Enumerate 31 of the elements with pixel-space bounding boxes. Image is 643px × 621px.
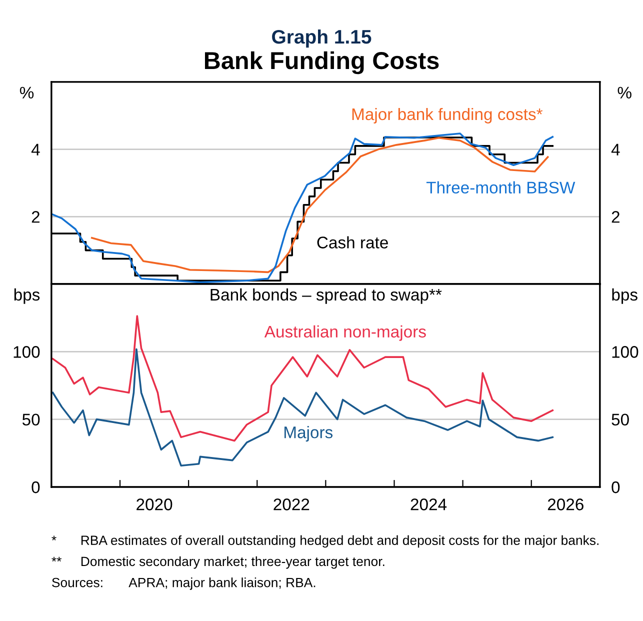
- x-tick-label: 2026: [548, 498, 584, 510]
- chart-title: Bank Funding Costs: [204, 51, 439, 74]
- y-tick-label: 4: [31, 144, 40, 156]
- y-axis-title: bps: [14, 288, 40, 304]
- y-tick-label: 50: [22, 414, 40, 426]
- y2-tick-label: 50: [612, 414, 629, 426]
- y2-axis-title: bps: [612, 288, 638, 304]
- y2-tick-label: 0: [612, 481, 620, 494]
- y-tick-label: 2: [32, 211, 40, 223]
- y-tick-label: 100: [14, 346, 40, 358]
- text: * RBA estimates of overall outstanding hedged debt and deposit costs for the major banks.: [52, 535, 598, 548]
- y2-tick-label: 2: [612, 211, 620, 223]
- y2-tick-label: 4: [611, 144, 620, 156]
- series-label: Cash rate: [317, 236, 388, 248]
- series-label: Three-month BBSW: [426, 181, 576, 194]
- x-tick-label: 2024: [410, 498, 447, 510]
- series-label: Major bank funding costs*: [352, 108, 543, 124]
- text: ** Domestic secondary market; three-year target tenor.: [52, 556, 384, 569]
- y2-tick-label: 100: [612, 346, 638, 358]
- line-series: [52, 348, 554, 467]
- y-tick-label: 0: [32, 481, 40, 494]
- x-tick-label: 2020: [136, 498, 172, 510]
- series-label: Majors: [284, 426, 333, 442]
- y-axis-title: %: [20, 86, 34, 98]
- x-tick-label: 2022: [274, 498, 310, 510]
- chart-title: Bank bonds – spread to swap**: [210, 288, 442, 304]
- text: Sources: APRA; major bank liaison; RBA.: [52, 578, 316, 590]
- chart-subtitle: Graph 1.15: [272, 29, 372, 48]
- series-label: Australian non-majors: [264, 325, 426, 341]
- line-series: [52, 315, 554, 442]
- y2-axis-title: %: [618, 86, 632, 98]
